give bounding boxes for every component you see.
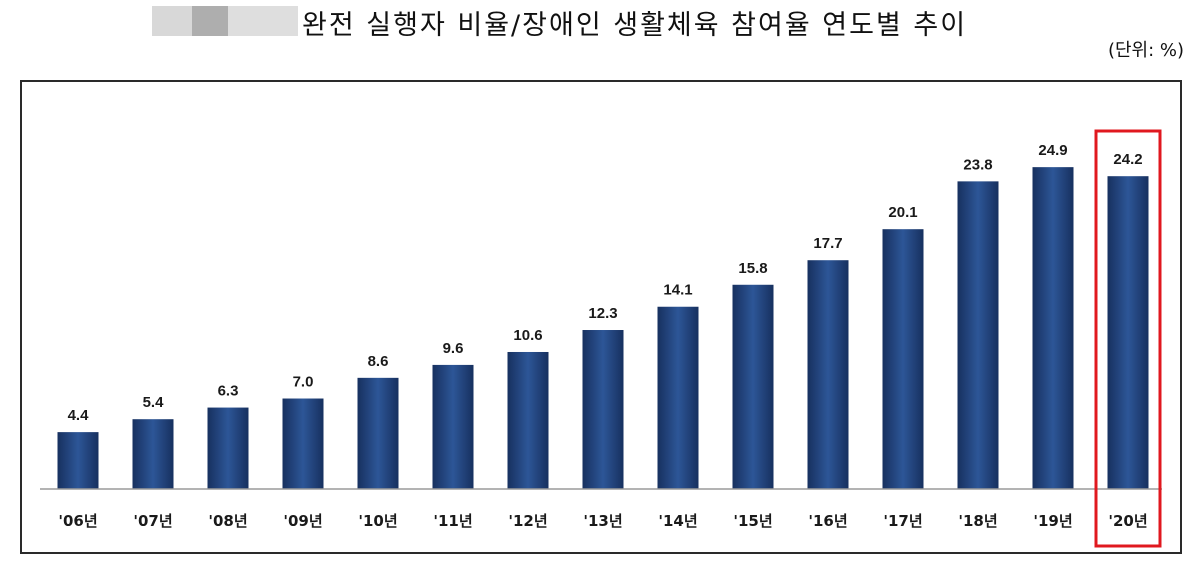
- bar: [957, 181, 999, 489]
- bar: [357, 377, 399, 489]
- bar: [1032, 167, 1074, 489]
- data-label: 5.4: [143, 394, 165, 411]
- data-label: 6.3: [218, 383, 239, 400]
- data-label: 14.1: [663, 282, 692, 299]
- x-tick-label: '20년: [1108, 512, 1147, 530]
- x-tick-label: '18년: [958, 512, 997, 530]
- bar: [282, 398, 324, 489]
- data-label: 23.8: [963, 156, 992, 173]
- unit-label: (단위: %): [1107, 40, 1184, 61]
- data-label: 15.8: [738, 260, 767, 277]
- bar: [807, 260, 849, 489]
- x-tick-label: '07년: [133, 512, 172, 530]
- highlight-box: [1094, 129, 1162, 548]
- data-label: 24.9: [1038, 142, 1067, 159]
- bar: [207, 407, 249, 489]
- data-label: 20.1: [888, 204, 917, 221]
- x-tick-label: '16년: [808, 512, 847, 530]
- bar: [657, 306, 699, 489]
- data-label: 7.0: [293, 374, 314, 391]
- x-tick-label: '14년: [658, 512, 697, 530]
- x-tick-label: '09년: [283, 512, 322, 530]
- bar: [582, 330, 624, 489]
- data-label: 4.4: [68, 407, 90, 424]
- bar: [432, 364, 474, 489]
- bar: [732, 284, 774, 489]
- bar: [1107, 176, 1149, 489]
- data-label: 17.7: [813, 235, 842, 252]
- bar: [882, 229, 924, 489]
- x-tick-label: '08년: [208, 512, 247, 530]
- redacted-block: [152, 6, 192, 36]
- x-tick-label: '10년: [358, 512, 397, 530]
- x-tick-label: '13년: [583, 512, 622, 530]
- x-tick-label: '06년: [58, 512, 97, 530]
- redacted-block: [192, 6, 228, 36]
- data-label: 12.3: [588, 305, 617, 322]
- bar: [507, 351, 549, 489]
- title-row: 완전 실행자 비율/장애인 생활체육 참여율 연도별 추이: [0, 0, 1200, 41]
- data-label: 10.6: [513, 327, 542, 344]
- data-label: 9.6: [443, 340, 464, 357]
- x-tick-label: '11년: [433, 512, 472, 530]
- bar: [132, 419, 174, 489]
- bar: [57, 432, 99, 489]
- data-label: 8.6: [368, 353, 389, 370]
- x-tick-label: '12년: [508, 512, 547, 530]
- redacted-block: [228, 6, 298, 36]
- x-tick-label: '17년: [883, 512, 922, 530]
- chart-title: 완전 실행자 비율/장애인 생활체육 참여율 연도별 추이: [302, 10, 968, 41]
- x-tick-label: '19년: [1033, 512, 1072, 530]
- x-tick-label: '15년: [733, 512, 772, 530]
- data-label: 24.2: [1113, 151, 1142, 168]
